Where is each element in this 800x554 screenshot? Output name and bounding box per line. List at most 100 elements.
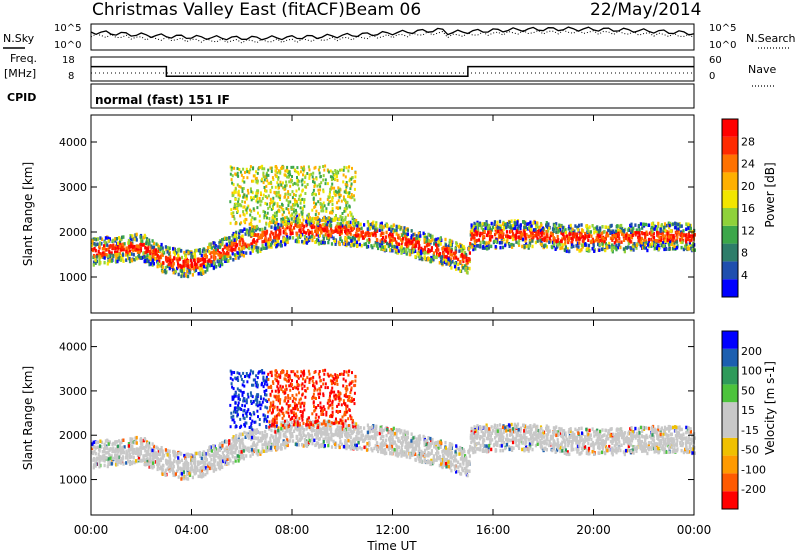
power-cell xyxy=(654,239,657,243)
velocity-cell xyxy=(564,431,567,435)
power-cell xyxy=(561,232,564,237)
power-cell xyxy=(305,240,308,245)
power-cell xyxy=(419,254,422,258)
velocity-cell xyxy=(570,439,573,444)
power-cell xyxy=(255,180,258,184)
velocity-cell xyxy=(627,444,630,449)
power-cell xyxy=(246,188,249,192)
power-cell xyxy=(460,243,464,248)
power-cell xyxy=(264,201,267,205)
power-cell xyxy=(301,183,304,187)
power-cell xyxy=(604,225,607,229)
power-cell xyxy=(232,183,235,187)
power-cell xyxy=(236,209,239,213)
velocity-cell xyxy=(597,445,600,450)
power-cell xyxy=(282,210,285,214)
power-cell xyxy=(637,231,640,235)
power-cell xyxy=(218,245,221,249)
power-cell xyxy=(237,193,240,197)
power-cell xyxy=(324,232,327,237)
power-cell xyxy=(679,240,682,244)
power-cell xyxy=(180,274,183,279)
power-cell xyxy=(660,238,663,242)
velocity-cell xyxy=(363,426,366,430)
power-cell xyxy=(673,244,676,249)
power-cell xyxy=(675,240,679,244)
velocity-cell xyxy=(151,466,154,470)
velocity-cell xyxy=(685,425,688,430)
power-cell xyxy=(270,180,272,184)
velocity-cell xyxy=(482,431,485,435)
power-cell xyxy=(587,238,590,242)
power-cell xyxy=(117,257,120,262)
nave-tick-top: 60 xyxy=(709,55,722,66)
power-cell xyxy=(465,255,468,259)
velocity-cell xyxy=(659,444,662,448)
power-cell xyxy=(336,201,339,205)
velocity-cell xyxy=(97,452,100,457)
velocity-cell xyxy=(139,442,143,446)
power-cell xyxy=(382,245,385,250)
power-cell xyxy=(247,204,250,208)
power-cell xyxy=(252,233,255,237)
power-cell xyxy=(303,198,306,202)
velocity-cell xyxy=(604,440,607,444)
power-cell xyxy=(203,257,206,262)
power-cell xyxy=(135,244,138,248)
power-cell xyxy=(210,260,213,264)
power-cell xyxy=(275,165,277,168)
power-cell xyxy=(261,197,264,200)
power-cell xyxy=(646,232,649,236)
power-cell xyxy=(174,249,177,253)
power-cell xyxy=(662,234,665,238)
power-cell xyxy=(98,255,101,259)
power-cell xyxy=(94,248,97,253)
power-cell xyxy=(415,237,418,241)
power-cell xyxy=(345,228,348,232)
power-cell xyxy=(201,257,204,262)
power-cell xyxy=(271,204,274,208)
power-cell xyxy=(276,202,279,206)
power-cell xyxy=(447,262,450,266)
power-cell xyxy=(429,259,432,264)
power-cell xyxy=(455,267,458,271)
power-cell xyxy=(196,259,200,264)
power-cell xyxy=(342,195,345,199)
velocity-cell xyxy=(566,440,569,444)
velocity-cell xyxy=(682,450,685,455)
power-cell xyxy=(259,165,262,169)
power-cell xyxy=(327,240,330,245)
power-cell xyxy=(312,171,315,175)
power-cell xyxy=(341,224,344,228)
power-cell xyxy=(519,223,522,227)
power-cell xyxy=(250,223,253,226)
power-cell xyxy=(317,242,321,246)
power-cell xyxy=(255,224,259,229)
power-cell xyxy=(665,247,668,251)
power-cell xyxy=(228,236,231,240)
power-cell xyxy=(401,233,404,237)
power-cell xyxy=(465,262,468,266)
power-cell xyxy=(447,257,450,261)
power-cell xyxy=(268,245,271,249)
power-cell xyxy=(384,223,387,228)
power-cell xyxy=(294,218,297,223)
velocity-cell xyxy=(213,444,216,449)
power-cell xyxy=(426,241,429,245)
power-cell xyxy=(442,245,445,250)
power-cell xyxy=(95,255,98,259)
power-cell xyxy=(414,249,417,253)
power-cell xyxy=(502,227,505,231)
power-cell xyxy=(488,238,492,242)
power-cell xyxy=(228,241,231,246)
power-cell xyxy=(231,214,234,218)
power-cell xyxy=(405,242,408,247)
power-cell xyxy=(395,248,398,253)
power-cell xyxy=(152,241,156,246)
power-cell xyxy=(164,265,167,270)
velocity-cell xyxy=(559,449,562,454)
power-cell xyxy=(428,249,432,253)
velocity-cell xyxy=(144,453,147,458)
velocity-cell xyxy=(617,431,620,436)
power-cell xyxy=(664,234,667,238)
